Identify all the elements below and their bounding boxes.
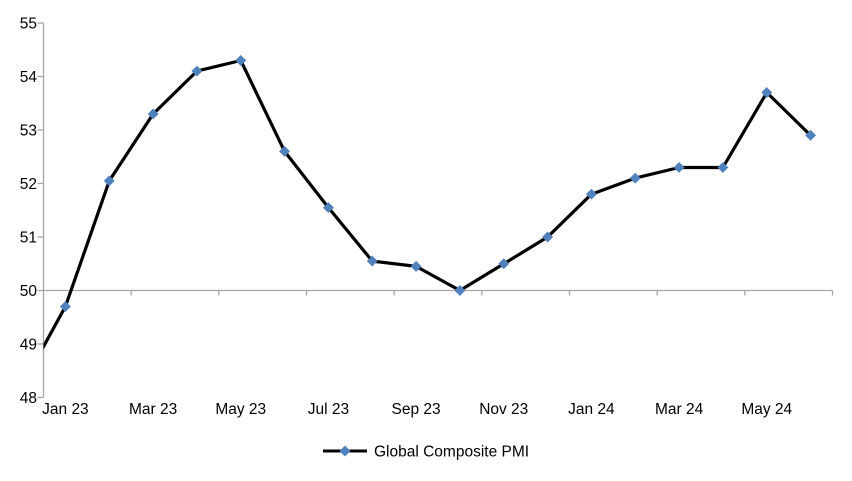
data-point-marker xyxy=(410,260,422,272)
data-point-marker xyxy=(103,175,115,187)
axes: 55 54 53 52 51 50 49 48 Jan 23 Mar 23 May 23 Jul 23… xyxy=(20,16,834,418)
data-point-marker xyxy=(805,129,817,141)
data-point-marker xyxy=(542,231,554,243)
y-tick-label: 48 xyxy=(20,390,37,407)
data-point-marker xyxy=(673,161,685,174)
data-point-marker xyxy=(147,108,159,120)
x-tick-label: May 23 xyxy=(215,401,266,418)
data-point-marker xyxy=(322,202,334,214)
x-tick-label: Jan 24 xyxy=(568,401,615,418)
y-tick-label: 54 xyxy=(20,69,38,86)
y-tick-label: 53 xyxy=(20,123,37,140)
series-line xyxy=(43,58,812,350)
y-tick-label: 50 xyxy=(20,283,38,300)
legend: Global Composite PMI xyxy=(323,444,529,461)
legend-diamond-marker-icon xyxy=(339,445,351,457)
series-global-composite-pmi xyxy=(43,54,817,350)
y-tick-label: 51 xyxy=(20,230,37,247)
data-point-marker xyxy=(717,161,729,174)
legend-label: Global Composite PMI xyxy=(374,444,529,461)
data-point-marker xyxy=(585,188,597,200)
x-tick-label: Mar 24 xyxy=(655,401,704,418)
data-point-marker xyxy=(279,145,291,157)
data-point-marker xyxy=(191,65,203,77)
data-point-marker xyxy=(235,54,247,67)
data-point-marker xyxy=(366,255,378,267)
x-tick-label: Sep 23 xyxy=(392,401,441,418)
x-tick-label: Jul 23 xyxy=(308,401,349,418)
data-point-marker xyxy=(761,86,773,99)
x-tick-label: Jan 23 xyxy=(42,401,89,418)
x-tick-label: May 24 xyxy=(741,401,792,418)
data-point-marker xyxy=(454,284,466,297)
data-point-marker xyxy=(629,172,641,184)
y-tick-label: 55 xyxy=(20,16,37,33)
y-tick-label: 49 xyxy=(20,337,37,354)
x-tick-label: Mar 23 xyxy=(129,401,177,418)
x-tick-label: Nov 23 xyxy=(479,401,528,418)
data-point-marker xyxy=(59,300,71,313)
y-tick-label: 52 xyxy=(20,176,37,193)
data-point-marker xyxy=(498,258,510,270)
